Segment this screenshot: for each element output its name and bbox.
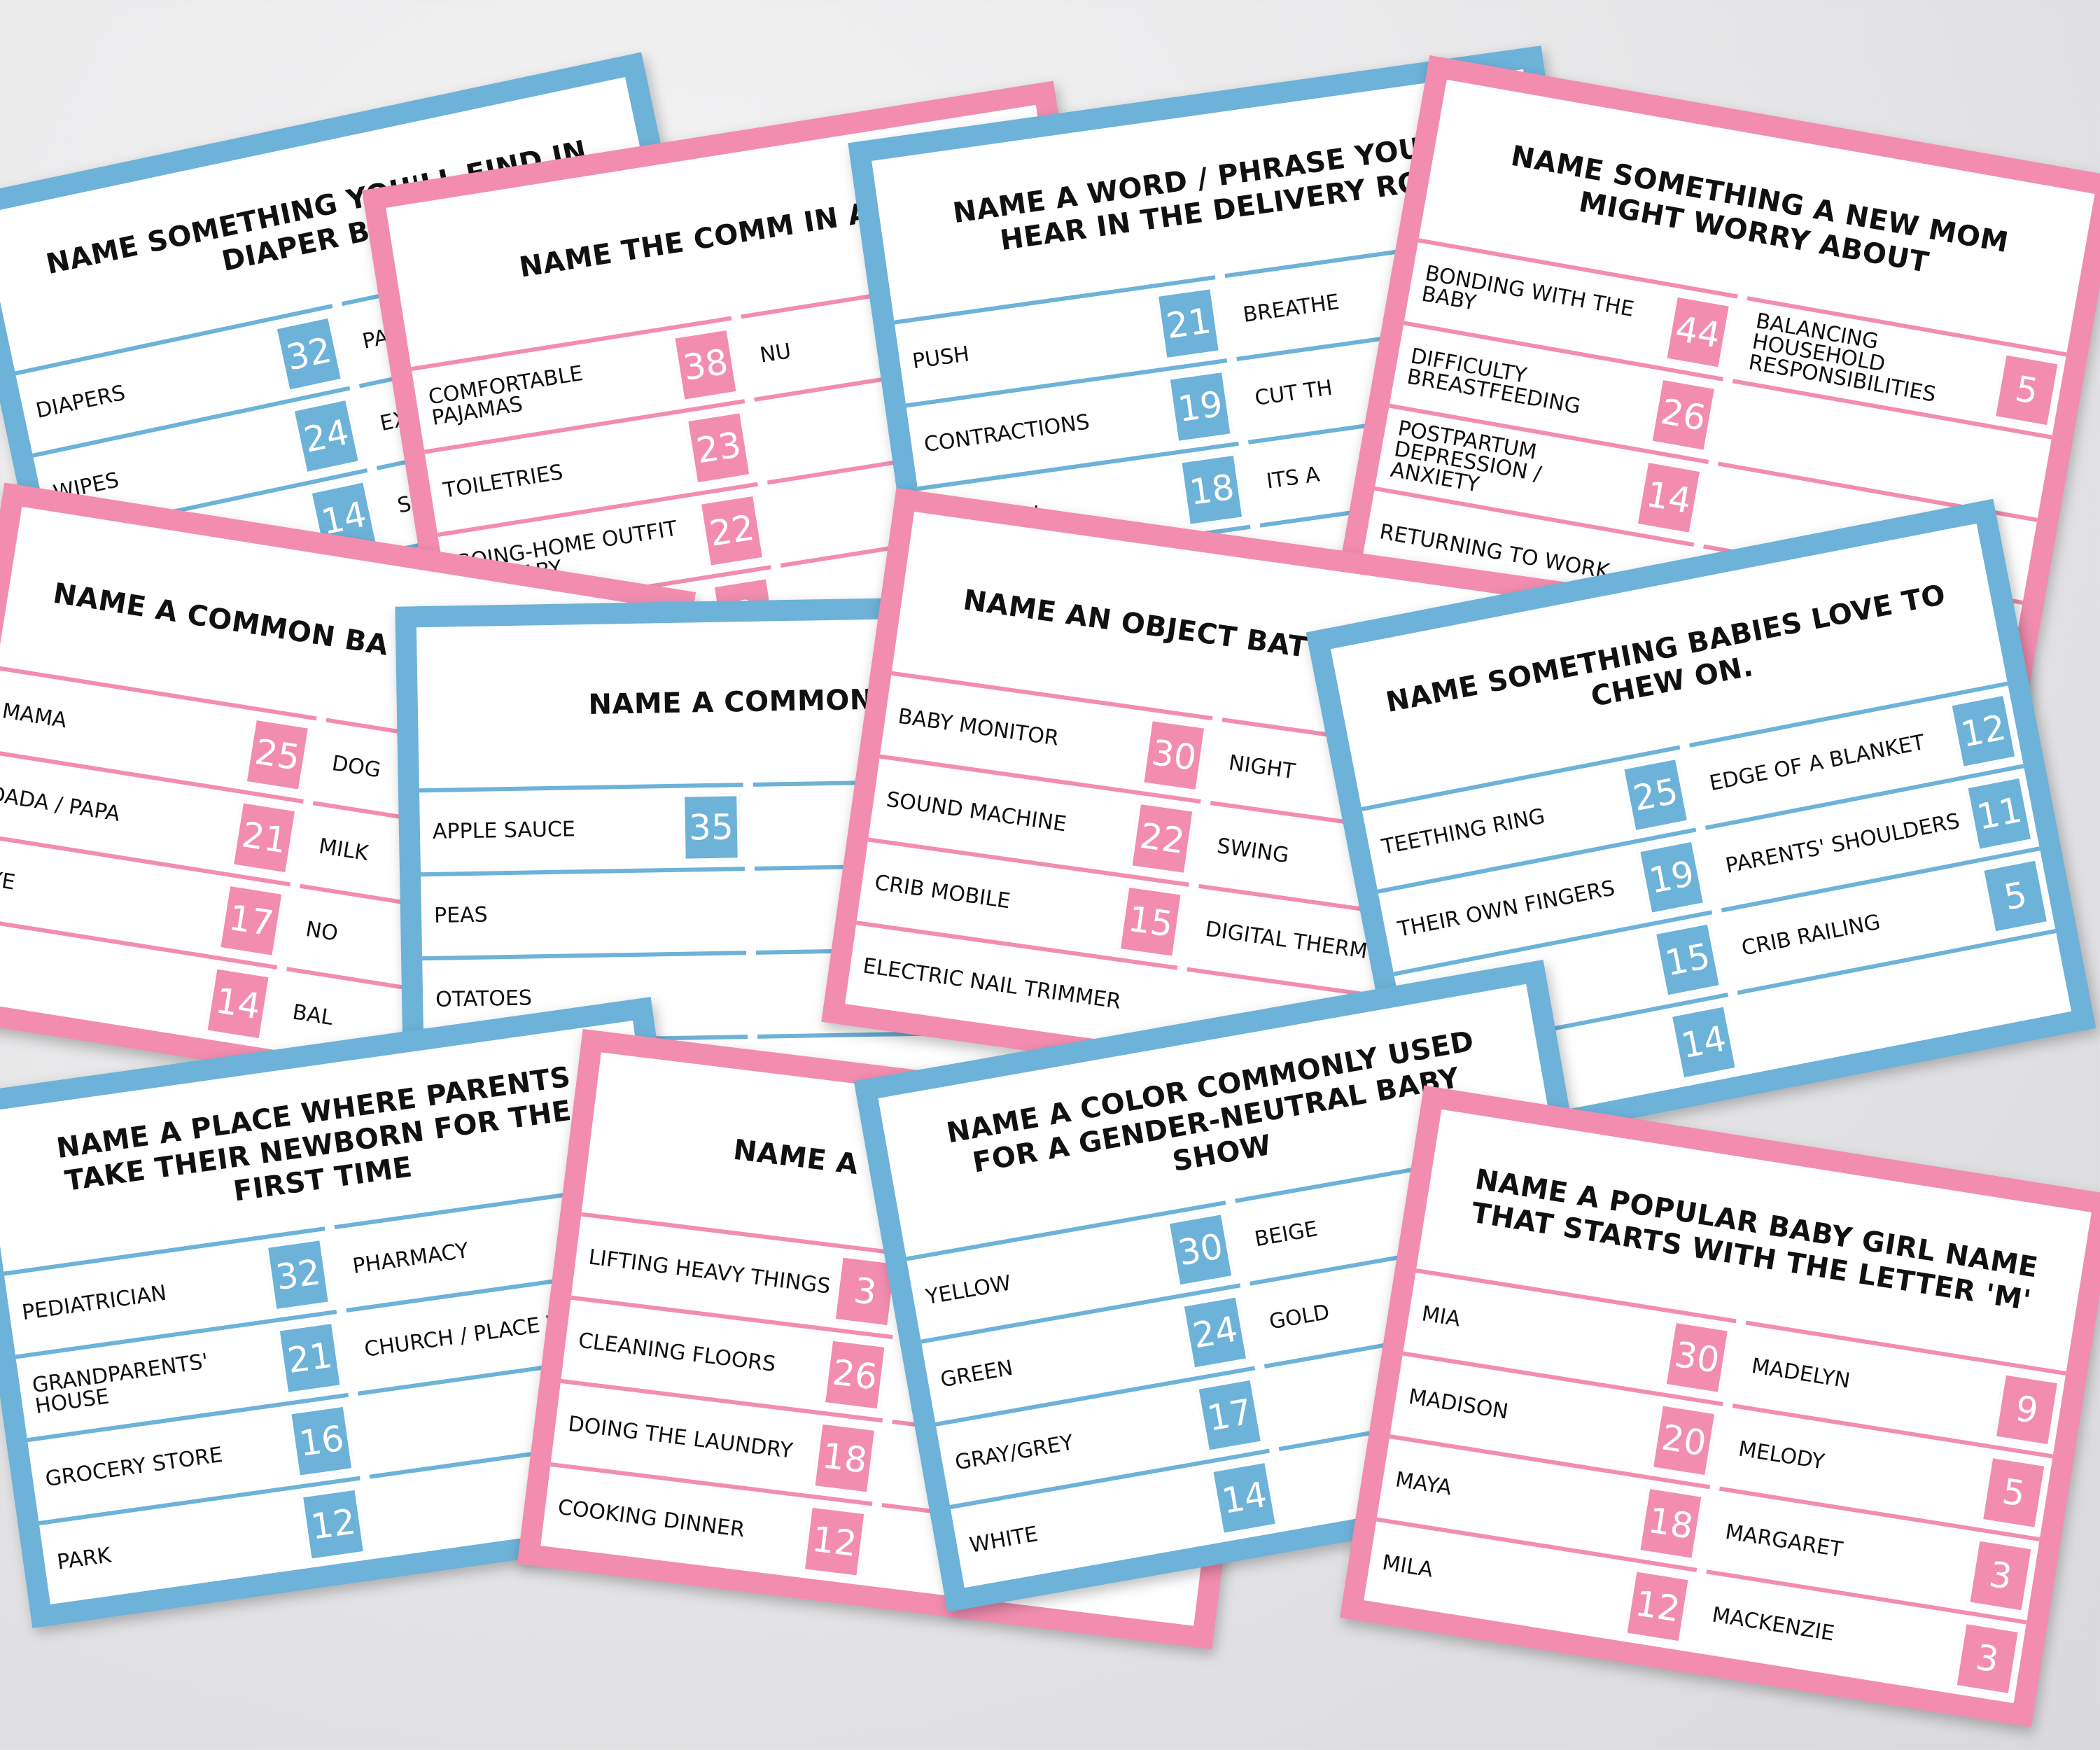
answer-score: 14 — [1634, 459, 1703, 536]
answer-label: ELECTRIC NAIL TRIMMER — [861, 953, 1123, 1014]
answer-score: 14 — [1210, 1460, 1279, 1536]
answer-label: CRIB MOBILE — [873, 870, 1012, 914]
answer-score: 16 — [288, 1404, 355, 1479]
answer-column: YELLOW 30 GREEN 24 GRAY/GREY 17 WHITE 14 — [906, 1200, 1284, 1588]
answer-label: MADISON — [1406, 1384, 1510, 1424]
answer-label: PEDIATRICIAN — [20, 1280, 169, 1326]
answer-label: DOING THE LAUNDRY — [566, 1411, 794, 1464]
answer-label: BABY MONITOR — [896, 704, 1060, 751]
answer-column: MADELYN 9 MELODY 5 MARGARET 3 MACKENZIE 3 — [1693, 1320, 2066, 1704]
answer-label: GRANDPARENTS' HOUSE — [30, 1349, 210, 1420]
answer-score: 26 — [1649, 377, 1718, 454]
answer-label: MARGARET — [1723, 1519, 1844, 1562]
answer-score: 26 — [822, 1338, 888, 1412]
answer-score: 11 — [1964, 775, 2034, 853]
answer-score: 30 — [1166, 1211, 1235, 1288]
answer-label: MIA — [1420, 1301, 1462, 1332]
answer-row: APPLE SAUCE 35 — [419, 783, 745, 873]
answer-score: 22 — [1129, 801, 1196, 876]
answer-column: MAMA 25 DADA / PAPA 21 BYE 17HI14 — [0, 666, 317, 1049]
answer-column: LIFTING HEAVY THINGS 3 CLEANING FLOORS 26 DO… — [540, 1212, 904, 1586]
answer-label: MELODY — [1736, 1436, 1826, 1475]
answer-score: 19 — [1637, 839, 1707, 916]
answer-score: 12 — [802, 1504, 867, 1578]
answer-score: 35 — [682, 793, 741, 862]
answer-label: LIFTING HEAVY THINGS — [587, 1245, 832, 1299]
answer-label: MILA — [1380, 1550, 1435, 1583]
answer-label: CLEANING FLOORS — [577, 1328, 778, 1377]
answer-label: YELLOW — [923, 1270, 1014, 1310]
answer-label: WHITE — [967, 1522, 1040, 1558]
answer-label: APPLE SAUCE — [432, 817, 576, 844]
answer-score: 3 — [1954, 1620, 2022, 1697]
answer-score: 38 — [671, 327, 739, 403]
answer-score: 18 — [1179, 452, 1245, 528]
answer-score: 22 — [698, 493, 766, 569]
answer-score: 15 — [1117, 884, 1184, 959]
answer-score: 21 — [230, 800, 298, 876]
answer-label: HI — [0, 950, 211, 1009]
answer-label: PEAS — [433, 902, 488, 928]
answer-score: 32 — [274, 315, 344, 393]
answer-label: COOKING DINNER — [556, 1494, 746, 1543]
answer-score: 30 — [1140, 718, 1208, 793]
answer-score: 25 — [244, 717, 312, 793]
answer-score: 32 — [265, 1237, 332, 1312]
answer-label: GRAY/GREY — [953, 1430, 1076, 1476]
answer-label — [1758, 973, 2059, 1032]
answer-score: 21 — [1155, 286, 1222, 361]
answer-score: 25 — [1620, 756, 1690, 834]
answer-score: 18 — [812, 1421, 878, 1495]
answer-score: 5 — [1980, 1455, 2047, 1531]
answer-score: 15 — [1653, 921, 1723, 998]
answer-column: MIA 30 MADISON 20 MAYA 18 MILA 12 — [1364, 1268, 1737, 1651]
answer-score: 5 — [1992, 352, 2062, 428]
answer-score: 3 — [1966, 1538, 2034, 1614]
answer-score: 18 — [1637, 1485, 1704, 1562]
answer-label — [1738, 424, 2040, 477]
answer-score: 14 — [1669, 1003, 1739, 1081]
answer-label: BYE — [0, 864, 18, 895]
answer-label: GREEN — [938, 1355, 1015, 1393]
answer-column: BABY MONITOR 30 SOUND MACHINE 22 CRIB MOBILE… — [845, 671, 1213, 1049]
card-face: NAME A POPULAR BABY GIRL NAME THAT START… — [1364, 1109, 2092, 1704]
answer-row: PEAS — [420, 867, 747, 957]
answer-label: MAYA — [1394, 1467, 1454, 1501]
answer-score: 9 — [1993, 1372, 2061, 1448]
answer-label: DADA / PAPA — [0, 781, 122, 827]
answer-column: EDGE OF A BLANKET 12 PARENTS' SHOULDERS 11 C… — [1689, 681, 2072, 1074]
answer-score: 5 — [1980, 858, 2050, 934]
answer-score: 44 — [1663, 294, 1732, 370]
answer-score: 24 — [1181, 1294, 1250, 1371]
answer-label: MACKENZIE — [1710, 1602, 1836, 1646]
answer-label: GROCERY STORE — [43, 1442, 225, 1492]
answer-score: 12 — [1948, 692, 2018, 770]
answer-score: 23 — [685, 410, 752, 486]
answer-label: TOILETRIES — [441, 460, 565, 503]
answer-score: 20 — [1650, 1403, 1718, 1478]
answer-score: 24 — [291, 397, 362, 475]
answer-score: 19 — [1167, 369, 1233, 444]
card: NAME A POPULAR BABY GIRL NAME THAT START… — [1339, 1085, 2100, 1728]
answer-score: 14 — [204, 966, 272, 1042]
answer-score: 21 — [276, 1320, 343, 1396]
answer-label: CONTRACTIONS — [922, 410, 1091, 458]
answer-label: PUSH — [911, 342, 971, 374]
answer-column: PEDIATRICIAN 32 GRANDPARENTS' HOUSE 21 GROCE… — [4, 1226, 372, 1604]
answer-score: 12 — [300, 1487, 367, 1562]
answer-score: 17 — [217, 883, 285, 959]
answer-label: SOUND MACHINE — [884, 787, 1068, 837]
answer-label: MAMA — [0, 699, 69, 734]
answer-score: 30 — [1663, 1320, 1731, 1396]
answer-score: 12 — [1624, 1569, 1692, 1644]
answer-label: MADELYN — [1749, 1353, 1852, 1394]
answer-label: PARK — [55, 1543, 113, 1575]
answer-score: 17 — [1196, 1377, 1264, 1454]
